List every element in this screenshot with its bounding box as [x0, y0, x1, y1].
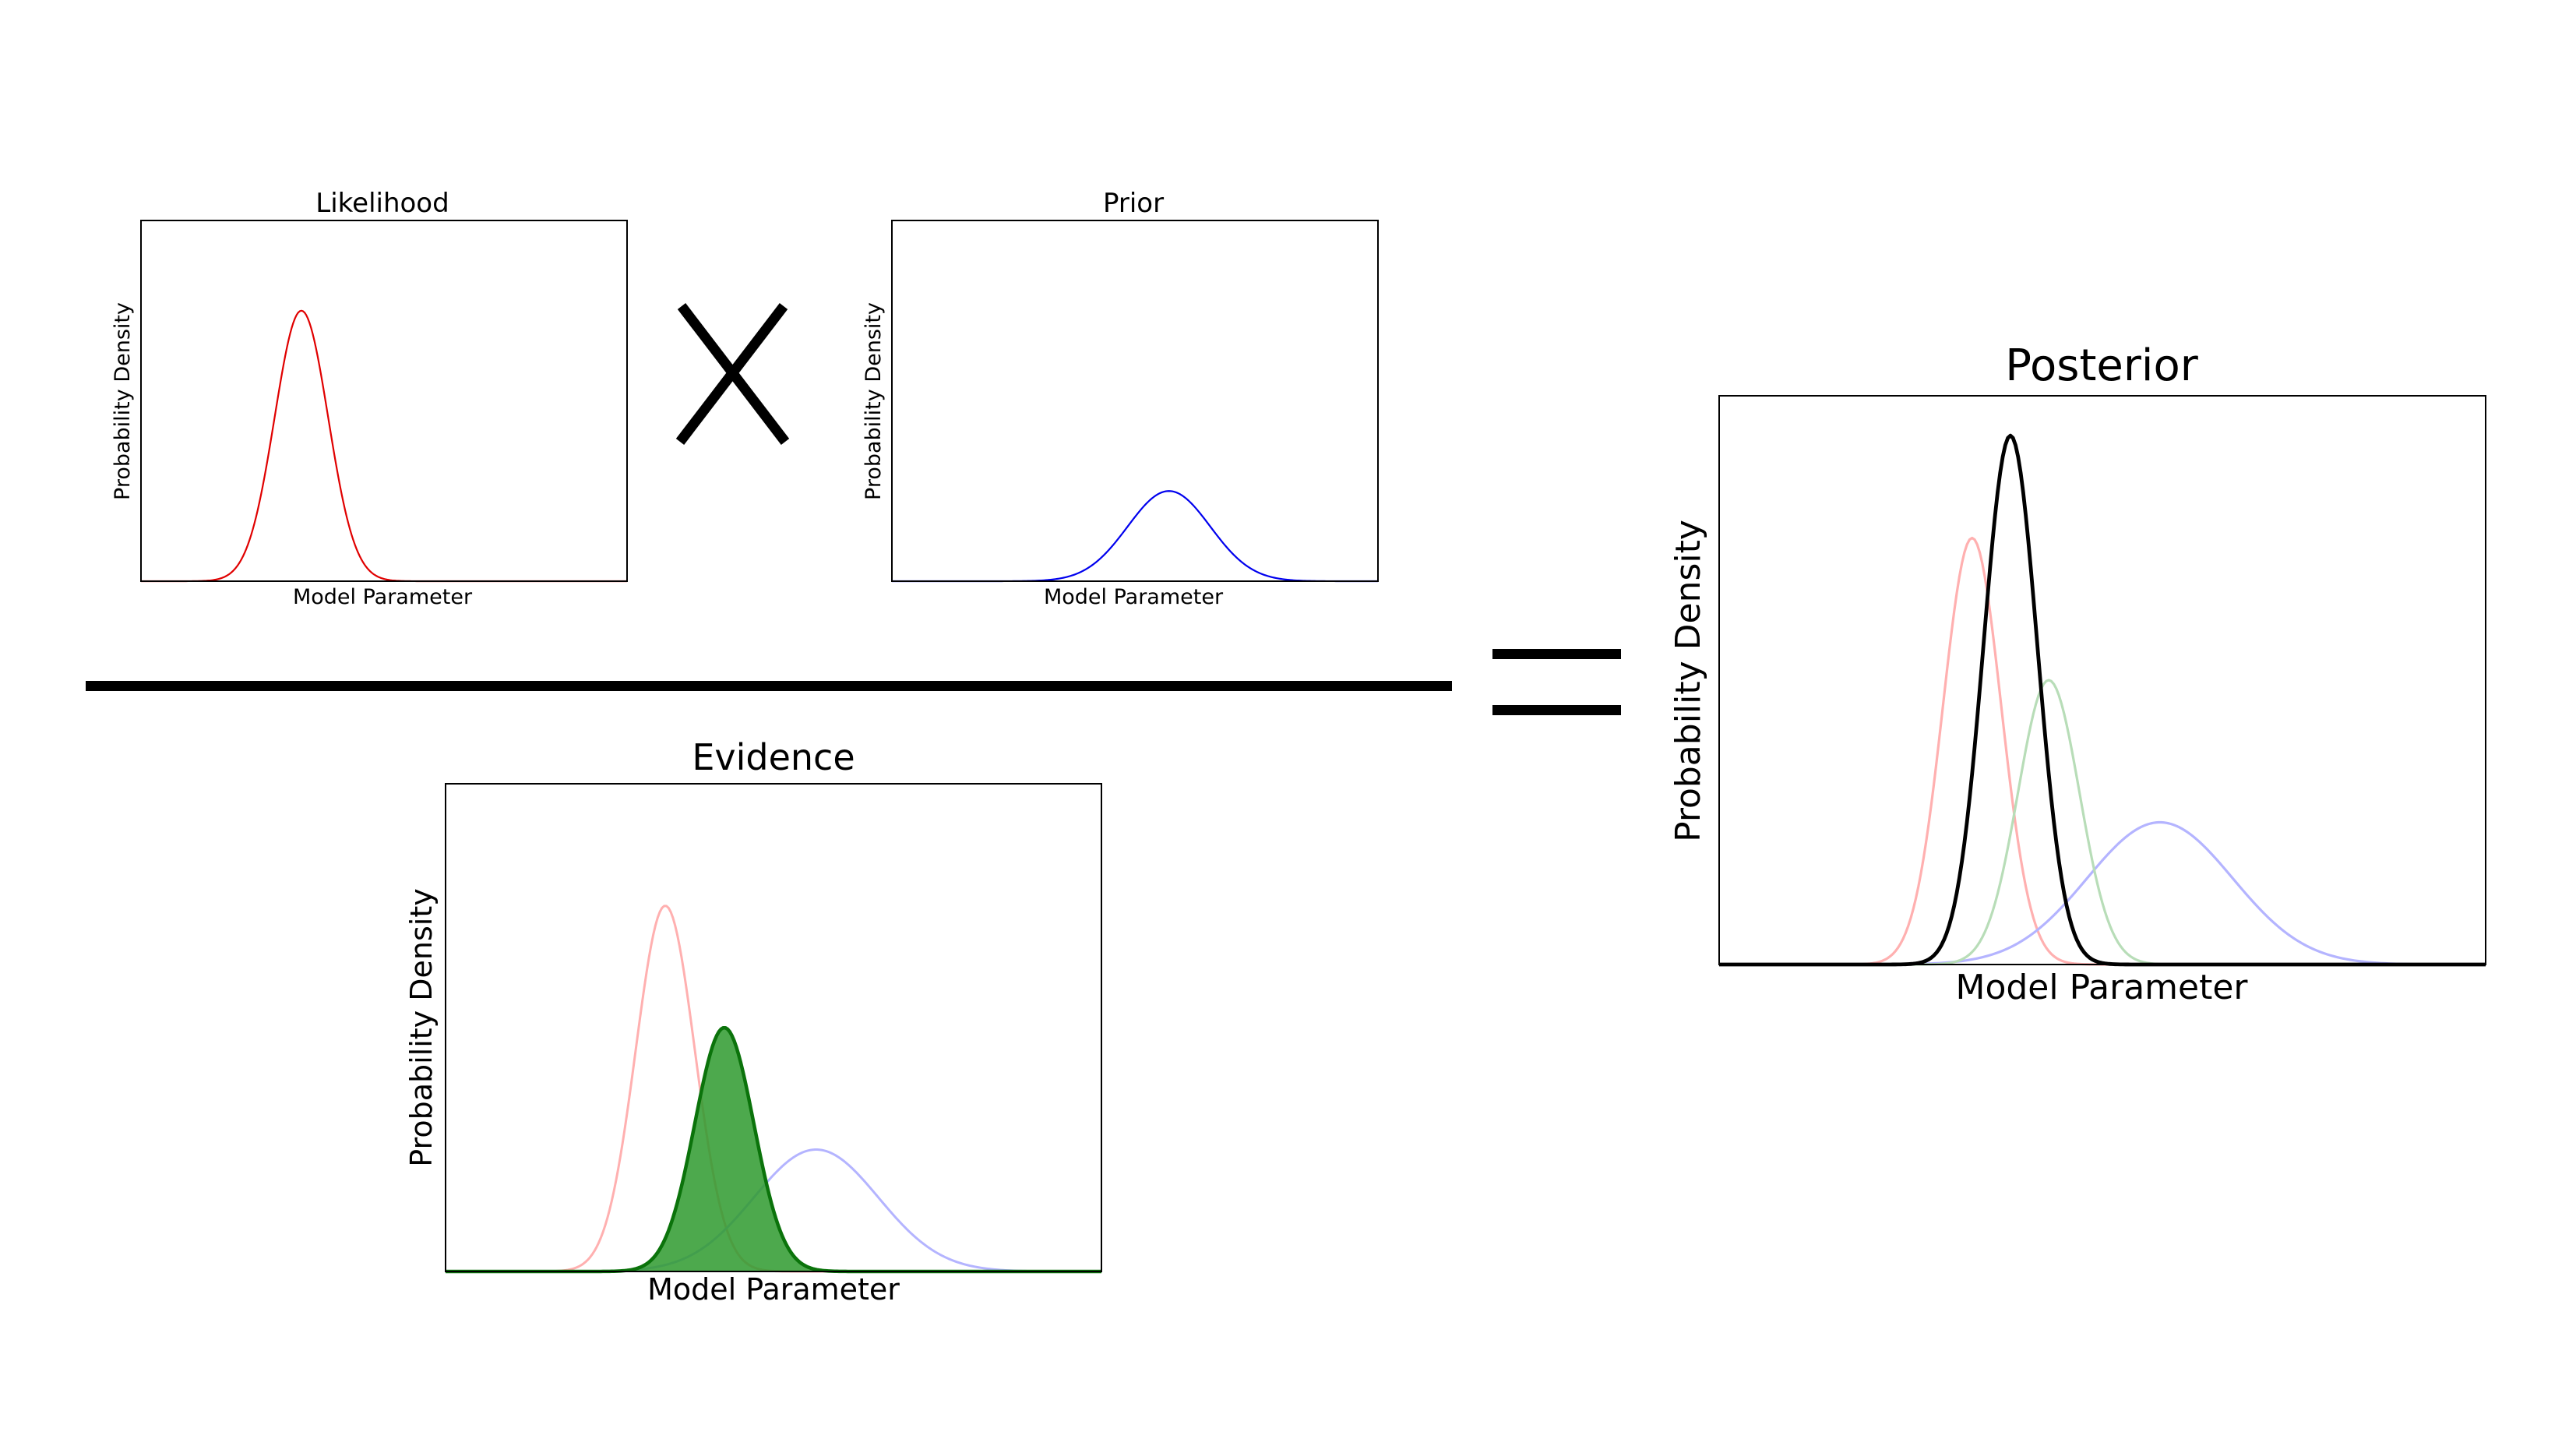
prior-title: Prior: [1103, 188, 1164, 219]
prior-ylabel: Probability Density: [862, 302, 886, 500]
evidence-curve-2-fill: [446, 1028, 1101, 1271]
equals-bar-top: [1492, 649, 1621, 659]
evidence-frame: [445, 783, 1102, 1272]
likelihood-plot-area: [141, 309, 627, 583]
prior-curve-0: [892, 490, 1378, 583]
multiply-stroke-b: [675, 303, 788, 445]
evidence-ylabel: Probability Density: [404, 888, 439, 1166]
posterior-curve-2: [1719, 679, 2486, 966]
posterior-curve-3: [1719, 433, 2486, 967]
posterior-curve-1: [1719, 820, 2486, 966]
posterior-ylabel: Probability Density: [1669, 520, 1708, 842]
fraction-bar: [86, 681, 1452, 691]
posterior-frame: [1718, 395, 2486, 965]
evidence-plot-area: [446, 905, 1102, 1274]
equals-bar-bottom: [1492, 705, 1621, 715]
likelihood-title: Likelihood: [315, 188, 449, 219]
posterior-plot-area: [1719, 433, 2486, 967]
posterior-title: Posterior: [2005, 340, 2198, 391]
likelihood-chart: Likelihood Probability Density Model Par…: [111, 188, 628, 609]
prior-plot-area: [892, 490, 1378, 583]
likelihood-ylabel: Probability Density: [111, 302, 135, 500]
likelihood-frame: [140, 220, 628, 582]
multiply-operator: [675, 303, 790, 445]
posterior-xlabel: Model Parameter: [1955, 968, 2248, 1007]
equals-operator: [1492, 649, 1621, 715]
evidence-xlabel: Model Parameter: [647, 1272, 900, 1307]
posterior-chart: Posterior Probability Density Model Para…: [1669, 340, 2486, 1007]
prior-chart: Prior Probability Density Model Paramete…: [862, 188, 1379, 609]
evidence-chart: Evidence Probability Density Model Param…: [404, 736, 1102, 1307]
likelihood-curve-0: [141, 309, 627, 583]
prior-frame: [891, 220, 1379, 582]
evidence-title: Evidence: [692, 736, 855, 778]
likelihood-xlabel: Model Parameter: [293, 585, 473, 609]
prior-xlabel: Model Parameter: [1044, 585, 1224, 609]
